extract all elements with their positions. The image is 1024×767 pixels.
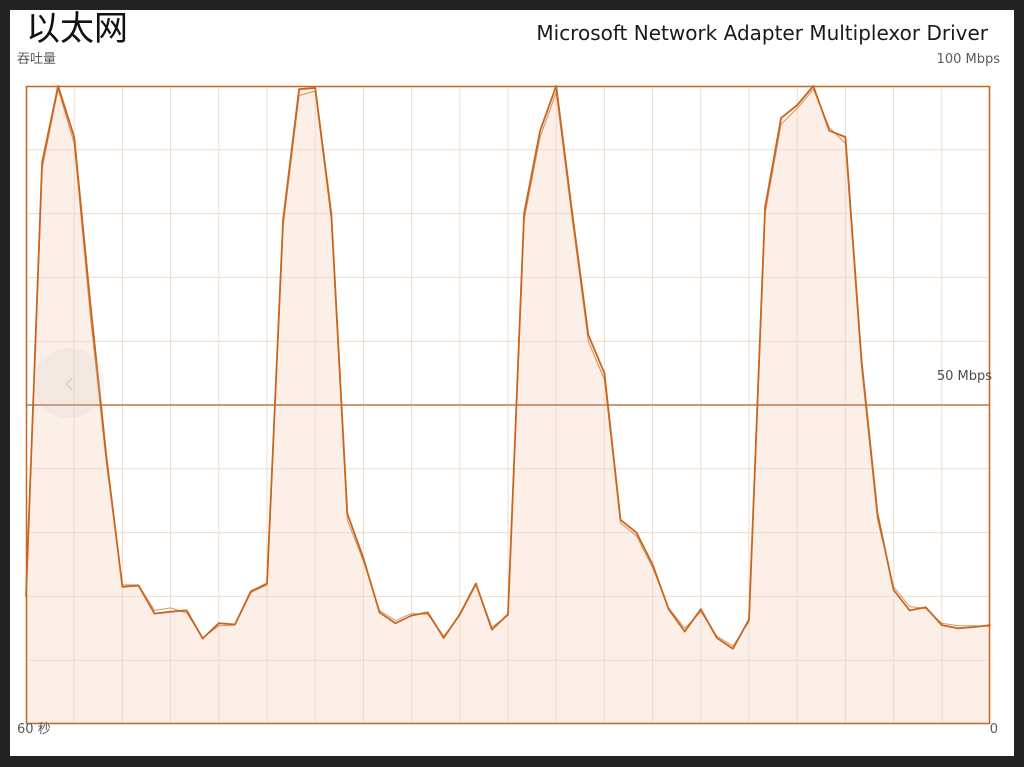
page-title: 以太网	[26, 9, 128, 49]
data-point	[442, 637, 445, 639]
data-point	[716, 637, 718, 639]
x-left-label: 60 秒	[17, 722, 51, 737]
data-point	[876, 512, 879, 515]
data-point	[362, 557, 365, 559]
data-point	[571, 212, 574, 215]
data-point	[410, 614, 413, 617]
data-point	[475, 582, 477, 585]
data-point	[844, 136, 847, 138]
data-point	[796, 104, 798, 106]
data-point	[153, 612, 156, 615]
data-point	[587, 334, 590, 336]
data-point	[908, 609, 911, 612]
data-point	[330, 212, 333, 215]
data-point	[185, 609, 188, 612]
data-point	[635, 531, 638, 534]
data-point	[603, 372, 606, 374]
throughput-chart-svg	[25, 85, 991, 725]
data-point	[523, 212, 525, 215]
data-point	[700, 608, 702, 610]
throughput-chart	[25, 85, 991, 725]
data-point	[780, 117, 782, 119]
data-point	[282, 219, 284, 221]
data-point	[218, 622, 220, 624]
data-point	[314, 87, 317, 89]
data-point	[924, 606, 927, 609]
data-point	[667, 608, 670, 610]
throughput-label: 吞吐量	[17, 52, 57, 67]
data-point	[732, 647, 734, 650]
chevron-left-icon[interactable]: ‹	[34, 348, 104, 418]
data-point	[89, 302, 92, 304]
y-max-label: 100 Mbps	[936, 52, 1000, 67]
plot-border	[25, 85, 991, 725]
data-point	[651, 563, 654, 566]
data-point	[539, 129, 541, 132]
data-point	[346, 512, 349, 515]
adapter-name: Microsoft Network Adapter Multiplexor Dr…	[536, 21, 988, 45]
data-point	[459, 613, 461, 616]
data-point	[105, 455, 108, 457]
data-point	[957, 627, 959, 630]
data-point	[828, 129, 831, 132]
data-point	[619, 519, 622, 521]
data-point	[41, 161, 43, 164]
data-point	[378, 611, 381, 614]
data-point	[234, 623, 236, 626]
data-point	[266, 582, 268, 585]
data-point	[748, 618, 750, 621]
y-mid-label: 50 Mbps	[936, 369, 992, 384]
data-point	[73, 136, 75, 138]
data-point	[860, 359, 863, 362]
data-point	[137, 584, 140, 587]
throughput-line-receive	[25, 88, 991, 647]
data-point	[394, 622, 397, 624]
data-point	[764, 206, 766, 209]
data-point	[941, 624, 943, 626]
data-point	[491, 628, 493, 631]
data-point	[169, 610, 172, 613]
data-point	[892, 589, 895, 591]
data-point	[121, 586, 124, 588]
data-point	[426, 611, 429, 614]
data-point	[973, 626, 975, 628]
data-point	[298, 88, 300, 90]
x-right-label: 0	[989, 722, 998, 737]
data-point	[683, 630, 686, 633]
data-point	[201, 637, 204, 640]
data-point	[507, 613, 509, 616]
data-point	[250, 590, 252, 593]
